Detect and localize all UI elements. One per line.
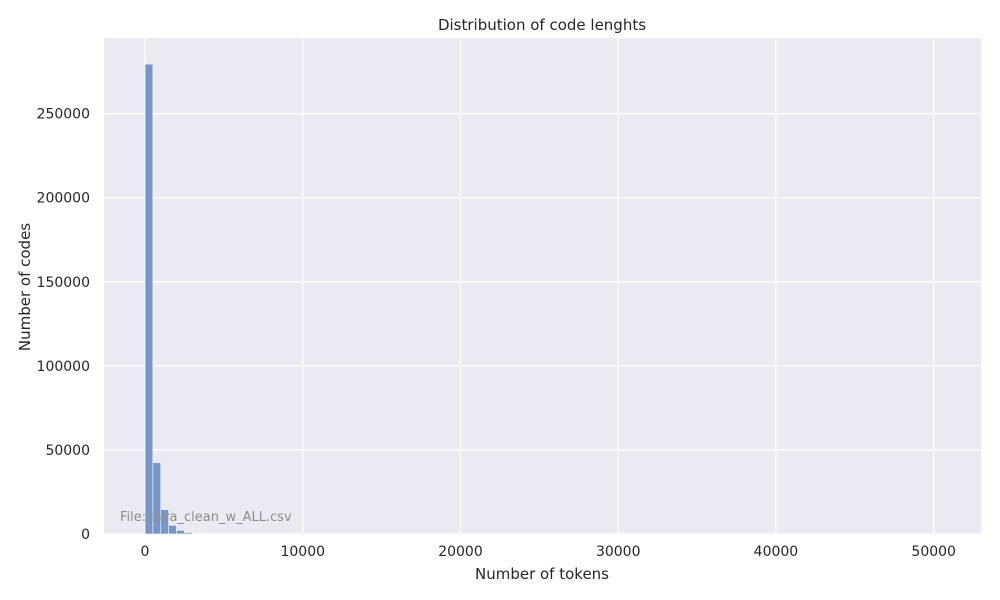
- y-tick-label: 250000: [37, 107, 90, 123]
- histogram-bar: [184, 532, 193, 535]
- histogram-bar: [192, 533, 201, 535]
- y-tick-label: 200000: [37, 191, 90, 207]
- histogram-bar: [168, 524, 177, 535]
- plot-background: [104, 38, 981, 534]
- histogram-bars: [144, 63, 217, 535]
- x-axis-label: Number of tokens: [475, 565, 609, 583]
- histogram-bar: [160, 509, 169, 535]
- x-tick-label: 0: [141, 544, 150, 560]
- chart-title: Distribution of code lenghts: [438, 16, 646, 34]
- y-axis-label: Number of codes: [16, 223, 34, 351]
- y-tick-label: 100000: [37, 359, 90, 375]
- x-tick-label: 40000: [754, 544, 799, 560]
- x-tick-label: 30000: [596, 544, 641, 560]
- grid-lines: [104, 38, 981, 535]
- y-tick-label: 50000: [45, 443, 90, 459]
- x-tick-label: 10000: [280, 544, 325, 560]
- tick-labels: 0 10000 20000 30000 40000 50000 0 50000 100000 15…: [37, 107, 956, 560]
- y-tick-label: 150000: [37, 275, 90, 291]
- y-tick-label: 0: [81, 527, 90, 543]
- histogram-bar: [176, 530, 185, 535]
- histogram-bar: [144, 63, 154, 535]
- x-tick-label: 20000: [438, 544, 483, 560]
- file-annotation: File: java_clean_w_ALL.csv: [120, 510, 292, 525]
- x-tick-label: 50000: [911, 544, 956, 560]
- histogram-bar: [152, 462, 162, 535]
